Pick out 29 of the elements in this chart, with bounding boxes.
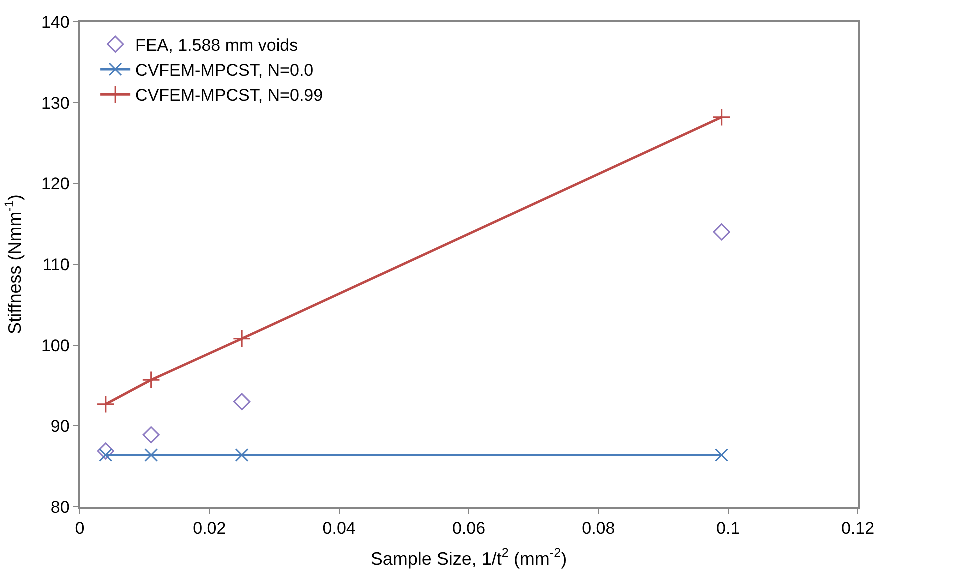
point	[97, 442, 114, 460]
x-tick-label: 0.1	[716, 519, 740, 538]
y-tick-label: 140	[41, 12, 70, 32]
legend-label: FEA, 1.588 mm voids	[136, 36, 298, 56]
legend-label: CVFEM-MPCST, N=0.99	[136, 86, 324, 106]
x-axis-title: Sample Size, 1/t$^{2}$ (mm$^{-2}$)	[370, 546, 568, 569]
point	[713, 224, 730, 241]
legend-label: CVFEM-MPCST, N=0.0	[136, 61, 314, 80]
point	[712, 108, 731, 127]
y-tick-label: 120	[41, 174, 70, 194]
point	[142, 426, 160, 444]
y-tick-label: 130	[41, 94, 70, 113]
y-tick-label: 80	[50, 498, 70, 517]
point	[144, 448, 158, 462]
point	[715, 448, 729, 462]
x-tick-label: 0.08	[582, 519, 616, 538]
y-tick-label: 90	[50, 417, 70, 436]
x-tick-label: 0.06	[452, 519, 486, 538]
point	[235, 448, 249, 462]
point	[232, 330, 252, 348]
point	[234, 393, 251, 410]
x-tick-label: 0	[75, 519, 85, 538]
point	[96, 395, 116, 414]
x-tick-label: 0.04	[322, 519, 356, 538]
x-tick-label: 0.02	[193, 519, 226, 538]
y-tick-label: 100	[41, 336, 70, 356]
y-tick-label: 110	[42, 255, 70, 274]
point	[142, 370, 160, 390]
x-tick-label: 0.12	[841, 519, 875, 538]
